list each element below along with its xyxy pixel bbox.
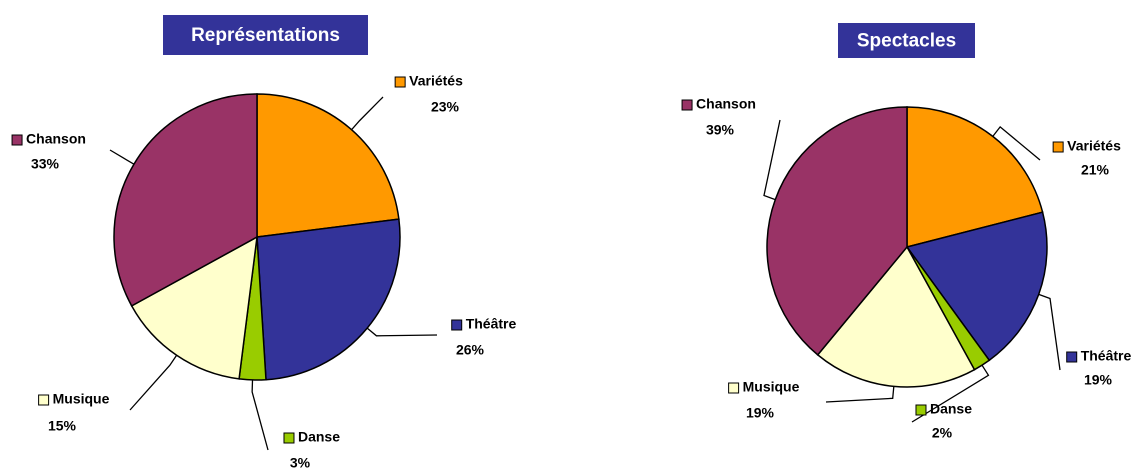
- slice-value-label: 23%: [431, 99, 460, 115]
- pie-slice: [906, 106, 1044, 248]
- slice-value-label: 3%: [290, 455, 311, 471]
- slice-value-label: 19%: [746, 405, 775, 421]
- slice-value-label: 21%: [1081, 162, 1110, 178]
- leader-line: [366, 327, 438, 337]
- legend-swatch: [1066, 351, 1078, 363]
- legend-swatch: [681, 99, 693, 111]
- slice-value-label: 15%: [48, 418, 77, 434]
- legend-swatch: [915, 404, 927, 416]
- slice-label: Danse: [298, 429, 340, 445]
- leader-line: [251, 379, 269, 451]
- title-box: [838, 23, 975, 58]
- pie-slice: [905, 211, 1048, 362]
- leader-line: [129, 354, 178, 411]
- slice-value-label: 26%: [456, 342, 485, 358]
- leader-line: [1038, 293, 1061, 371]
- slice-value-label: 2%: [932, 425, 953, 441]
- pie-slice: [766, 106, 908, 356]
- slice-value-label: 33%: [31, 156, 60, 172]
- slice-label: Théâtre: [466, 316, 517, 332]
- slice-label: Variétés: [409, 73, 463, 89]
- chart-title: Représentations: [191, 25, 340, 46]
- legend-swatch: [394, 76, 406, 88]
- legend-swatch: [451, 319, 463, 331]
- legend-swatch: [38, 394, 50, 406]
- pie-slice: [256, 218, 401, 381]
- chart-title: Spectacles: [857, 31, 956, 52]
- leader-line: [763, 119, 781, 201]
- leader-line: [351, 96, 384, 131]
- slice-label: Théâtre: [1081, 348, 1132, 364]
- pie-slice: [130, 235, 258, 380]
- leader-line: [109, 149, 135, 165]
- pie-slice: [816, 245, 976, 388]
- slice-label: Danse: [930, 401, 972, 417]
- legend-swatch: [283, 432, 295, 444]
- slice-label: Musique: [53, 391, 110, 407]
- legend-swatch: [728, 382, 740, 394]
- slice-value-label: 39%: [706, 122, 735, 138]
- legend-swatch: [11, 134, 23, 146]
- slice-label: Chanson: [26, 131, 86, 147]
- leader-line: [911, 364, 990, 423]
- slice-value-label: 19%: [1084, 372, 1113, 388]
- slice-label: Chanson: [696, 96, 756, 112]
- slice-label: Musique: [743, 379, 800, 395]
- legend-swatch: [1052, 141, 1064, 153]
- slice-label: Variétés: [1067, 138, 1121, 154]
- pie-slice: [256, 93, 400, 238]
- leader-line: [825, 386, 895, 403]
- title-box: [163, 15, 368, 55]
- leader-line: [992, 125, 1041, 161]
